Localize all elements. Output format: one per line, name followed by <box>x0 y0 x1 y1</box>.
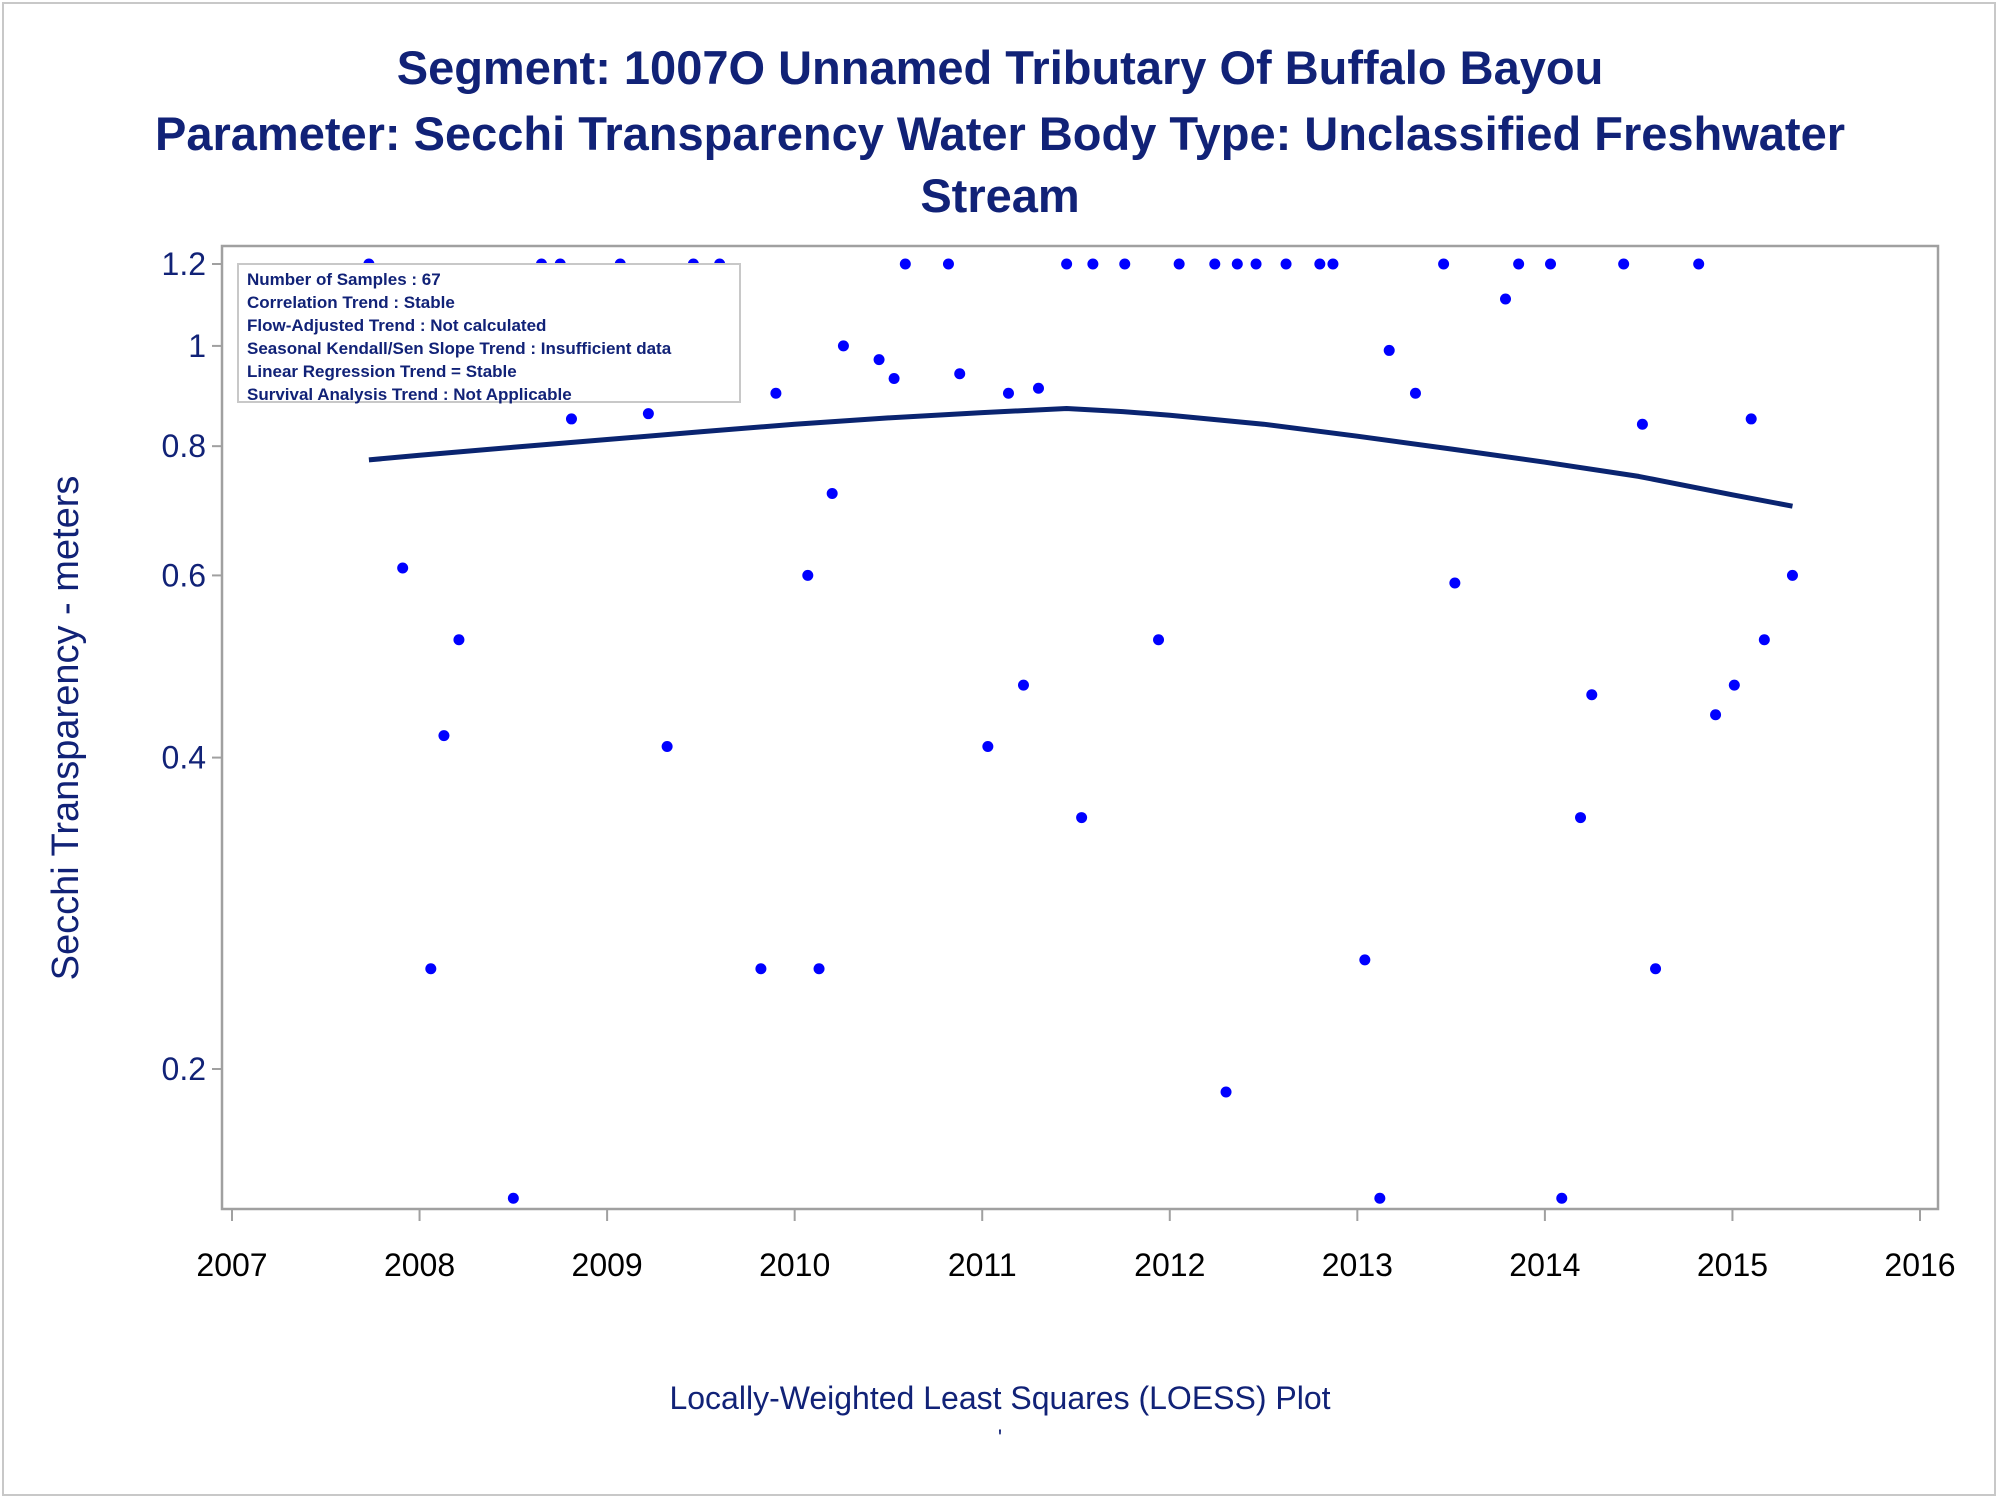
data-point <box>1250 258 1262 270</box>
y-tick-label: 1 <box>188 328 206 364</box>
data-point <box>1449 577 1461 589</box>
data-point <box>1545 258 1557 270</box>
data-point <box>1786 569 1798 581</box>
data-point <box>1556 1192 1568 1204</box>
x-tick-label: 2008 <box>384 1247 455 1283</box>
data-point <box>954 368 966 380</box>
stats-line: Linear Regression Trend = Stable <box>247 362 517 381</box>
data-point <box>1438 258 1450 270</box>
axes-layer: 0.2 0.4 0.6 0.8 1 1.2 2007 2008 2009 2010 2011 2012… <box>45 244 1956 1283</box>
data-point <box>1220 1086 1232 1098</box>
data-point <box>397 562 409 574</box>
stats-line: Correlation Trend : Stable <box>247 293 455 312</box>
data-point <box>1087 258 1099 270</box>
data-point <box>1383 344 1395 356</box>
data-point <box>942 258 954 270</box>
data-point <box>837 340 849 352</box>
data-point <box>1728 679 1740 691</box>
data-point <box>982 740 994 752</box>
plot-method-caption: Locally-Weighted Least Squares (LOESS) P… <box>669 1380 1331 1416</box>
data-point <box>813 963 825 975</box>
data-point <box>755 963 767 975</box>
trend-statistics-box: Number of Samples : 67 Correlation Trend … <box>237 263 741 404</box>
stats-line: Seasonal Kendall/Sen Slope Trend : Insuf… <box>247 339 672 358</box>
data-point <box>1209 258 1221 270</box>
x-tick-label: 2014 <box>1509 1247 1580 1283</box>
data-point <box>1153 634 1165 646</box>
x-tick-label: 2016 <box>1884 1247 1955 1283</box>
data-point <box>1745 413 1757 425</box>
data-point <box>1710 709 1722 721</box>
data-point <box>1636 418 1648 430</box>
data-layer <box>363 258 1798 1204</box>
data-point <box>1409 387 1421 399</box>
x-tick-label: 2015 <box>1697 1247 1768 1283</box>
data-point <box>1575 812 1587 824</box>
data-point <box>826 488 838 500</box>
x-tick-label: 2011 <box>948 1247 1017 1283</box>
x-tick-label: 2012 <box>1134 1247 1205 1283</box>
data-point <box>1693 258 1705 270</box>
data-point <box>1002 387 1014 399</box>
data-point <box>642 408 654 420</box>
y-axis-label: Secchi Transparency - meters <box>45 476 87 981</box>
data-point <box>1513 258 1525 270</box>
data-point <box>661 740 673 752</box>
x-tick-label: 2010 <box>759 1247 830 1283</box>
chart-subtitle-continued: Stream <box>920 169 1080 222</box>
data-point <box>565 413 577 425</box>
x-tick-label: 2009 <box>572 1247 643 1283</box>
data-point <box>1032 382 1044 394</box>
data-point <box>425 963 437 975</box>
plot-area-frame <box>220 244 1940 1211</box>
data-point <box>1017 679 1029 691</box>
data-point <box>1500 293 1512 305</box>
data-point <box>1618 258 1630 270</box>
data-point <box>1758 634 1770 646</box>
y-tick-label: 0.6 <box>162 557 206 593</box>
data-point <box>873 354 885 366</box>
data-point <box>1314 258 1326 270</box>
stats-line: Survival Analysis Trend : Not Applicable <box>247 385 572 404</box>
y-tick-label: 0.8 <box>162 428 206 464</box>
footnote-mark: ' <box>997 1425 1003 1450</box>
chart-title: Segment: 1007O Unnamed Tributary Of Buff… <box>396 41 1604 94</box>
stats-line: Flow-Adjusted Trend : Not calculated <box>247 316 547 335</box>
data-point <box>1586 689 1598 701</box>
data-point <box>1359 954 1371 966</box>
stats-line: Number of Samples : 67 <box>247 270 441 289</box>
data-point <box>899 258 911 270</box>
x-tick-label: 2013 <box>1322 1247 1393 1283</box>
data-point <box>438 730 450 742</box>
data-point <box>1327 258 1339 270</box>
loess-curve <box>368 406 1793 509</box>
data-point <box>1119 258 1131 270</box>
y-tick-label: 0.4 <box>162 740 206 776</box>
data-point <box>453 634 465 646</box>
y-tick-label: 0.2 <box>162 1051 206 1087</box>
data-point <box>1650 963 1662 975</box>
data-point <box>1374 1192 1386 1204</box>
data-point <box>1061 258 1073 270</box>
data-point <box>1231 258 1243 270</box>
data-point <box>888 373 900 385</box>
x-tick-label: 2007 <box>196 1247 267 1283</box>
data-point <box>770 387 782 399</box>
data-point <box>802 569 814 581</box>
data-point <box>1076 812 1088 824</box>
chart-subtitle: Parameter: Secchi Transparency Water Bod… <box>154 107 1846 160</box>
data-point <box>1173 258 1185 270</box>
data-point <box>507 1192 519 1204</box>
data-point <box>1280 258 1292 270</box>
y-tick-label: 1.2 <box>162 246 206 282</box>
